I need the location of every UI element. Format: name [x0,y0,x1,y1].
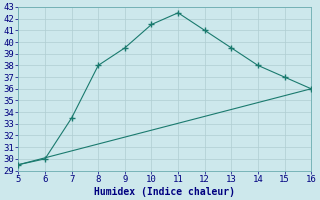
X-axis label: Humidex (Indice chaleur): Humidex (Indice chaleur) [94,186,235,197]
